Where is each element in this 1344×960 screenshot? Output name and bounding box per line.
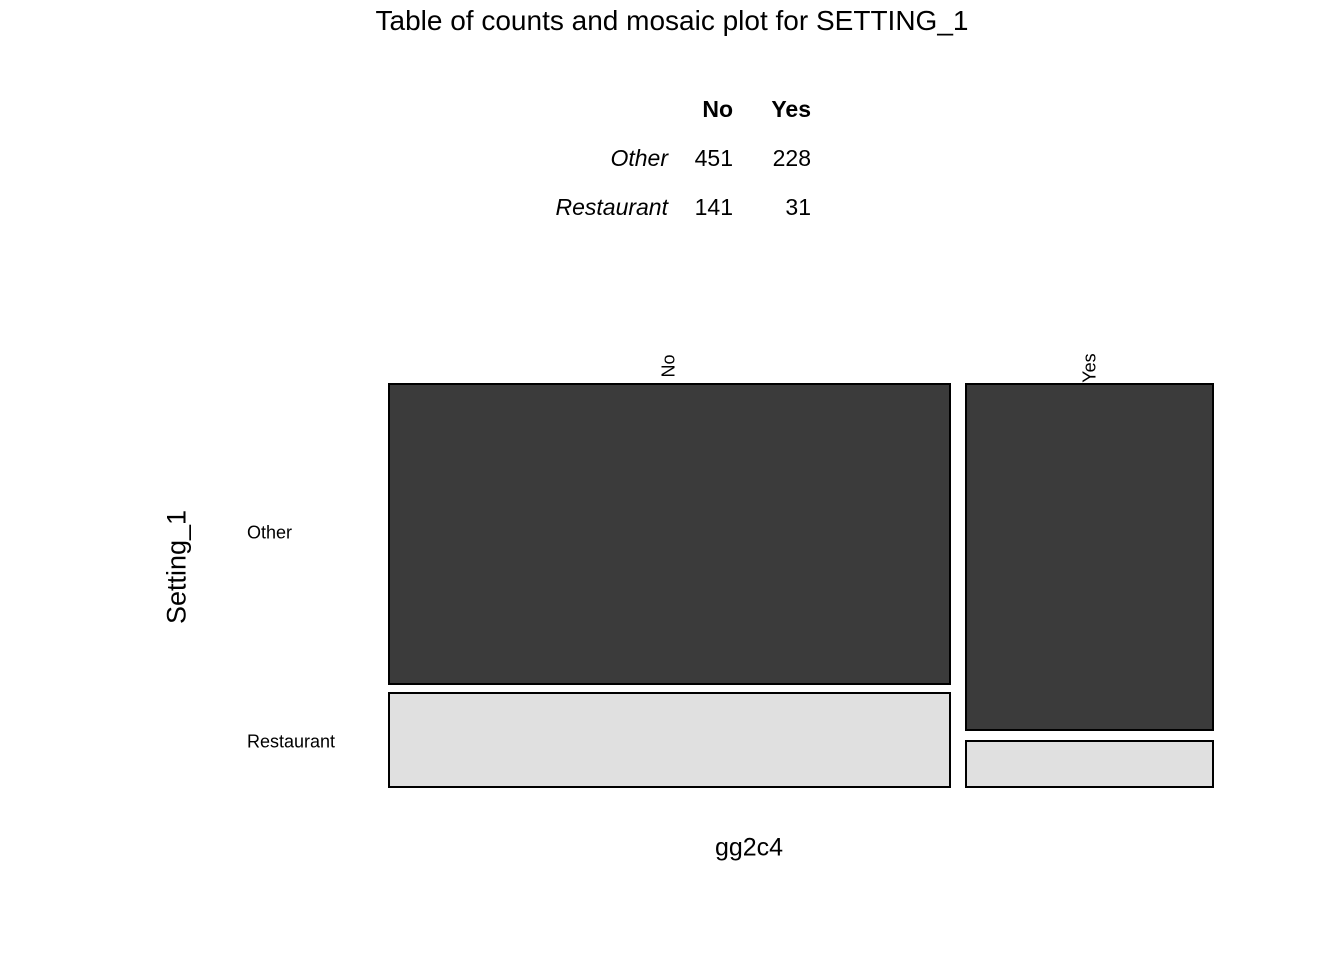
table-row-label: Other: [610, 145, 668, 171]
table-row-other: Other 451 228: [420, 134, 811, 183]
y-axis-title: Setting_1: [161, 509, 192, 625]
mosaic-row-label-other: Other: [247, 522, 293, 543]
table-row-label: Restaurant: [555, 194, 668, 220]
mosaic-rect-other-no: [388, 383, 951, 685]
table-header-no: No: [702, 96, 733, 122]
table-header-row: No Yes: [420, 85, 811, 134]
table-cell-restaurant-no: 141: [694, 194, 733, 220]
counts-table: No Yes Other 451 228 Restaurant 141 31: [420, 85, 811, 232]
mosaic-col-label-no: No: [658, 354, 679, 378]
mosaic-rect-restaurant-no: [388, 692, 951, 788]
figure-title: Table of counts and mosaic plot for SETT…: [375, 5, 969, 36]
mosaic-col-label-yes: Yes: [1079, 353, 1100, 383]
table-header-yes: Yes: [771, 96, 811, 122]
mosaic-rect-other-yes: [965, 383, 1214, 731]
mosaic-row-label-restaurant: Restaurant: [247, 731, 336, 752]
mosaic-rect-restaurant-yes: [965, 740, 1214, 788]
table-cell-restaurant-yes: 31: [785, 194, 811, 220]
table-cell-other-yes: 228: [772, 145, 811, 171]
x-axis-title: gg2c4: [714, 833, 784, 862]
table-row-restaurant: Restaurant 141 31: [420, 183, 811, 232]
table-cell-other-no: 451: [694, 145, 733, 171]
